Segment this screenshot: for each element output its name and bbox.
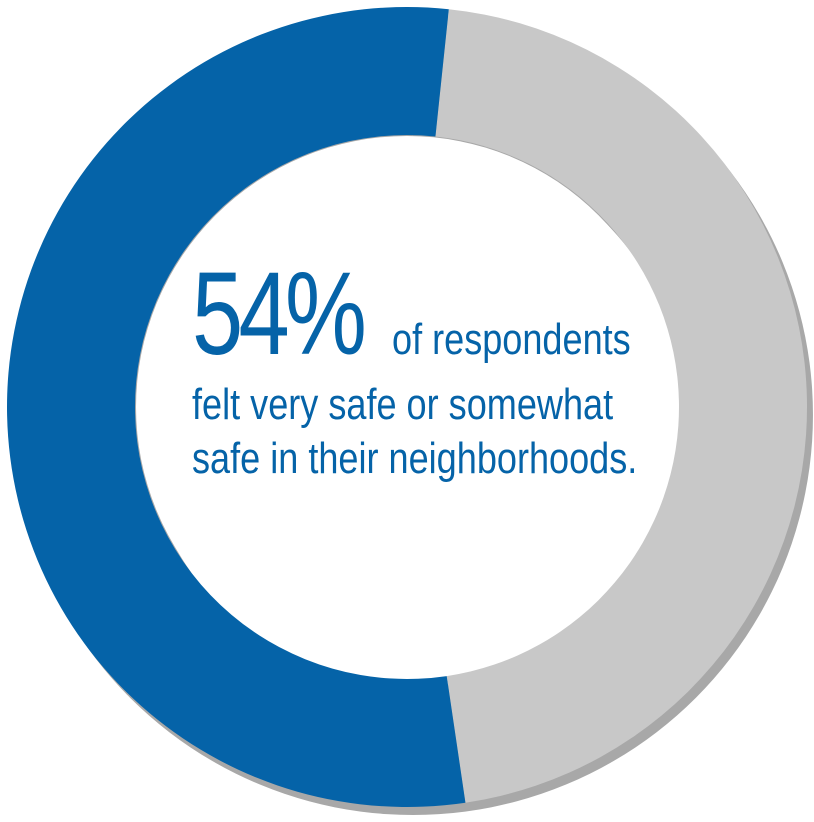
callout-percent: 54%: [192, 248, 367, 380]
callout-line-2: felt very safe or somewhat: [192, 380, 614, 429]
callout-line-1: of respondents: [392, 315, 631, 364]
donut-hole: [136, 136, 678, 678]
donut-slice-2: [7, 6, 466, 807]
callout-line-3: safe in their neighborhoods.: [192, 434, 638, 483]
donut-slice-1: [435, 9, 808, 803]
callout: 54% of respondents felt very safe or som…: [150, 255, 670, 481]
